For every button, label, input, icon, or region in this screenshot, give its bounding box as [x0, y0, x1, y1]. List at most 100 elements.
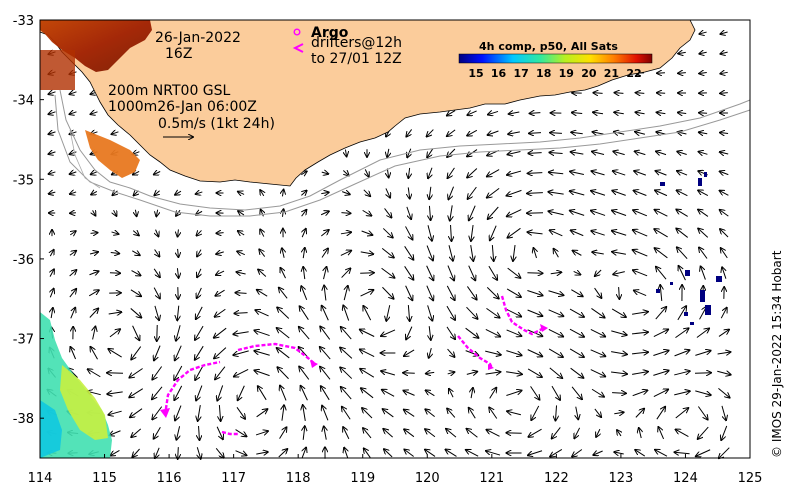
- y-axis-tick-label: -33: [13, 14, 34, 29]
- current-vector-arrow: [363, 306, 372, 321]
- current-vector-arrow: [341, 387, 352, 400]
- current-vector-arrow: [548, 211, 564, 215]
- current-vector-arrow: [154, 305, 159, 320]
- current-vector-arrow: [592, 152, 605, 155]
- current-vector-arrow: [506, 288, 521, 297]
- current-vector-arrow: [447, 129, 456, 136]
- current-vector-arrow: [216, 426, 223, 439]
- current-vector-arrow: [488, 265, 497, 280]
- current-vector-arrow: [197, 287, 202, 298]
- scale-label: 0.5m/s (1kt 24h): [158, 116, 275, 132]
- current-vector-arrow: [303, 405, 306, 421]
- current-vector-arrow: [655, 210, 668, 217]
- current-vector-arrow: [360, 369, 375, 378]
- current-vector-arrow: [447, 148, 456, 157]
- colorbar-tick-label: 15: [468, 67, 483, 80]
- current-vector-arrow: [721, 248, 728, 259]
- current-vector-arrow: [635, 409, 644, 418]
- current-vector-arrow: [632, 312, 648, 314]
- current-vector-arrow: [593, 93, 603, 94]
- current-vector-arrow: [255, 431, 268, 435]
- x-axis-tick-labels: 114 115 116 117 118 119 120 121 122 123 124 125: [28, 454, 762, 486]
- x-axis-tick-label: 116: [157, 471, 182, 486]
- current-vector-arrow: [699, 52, 707, 54]
- current-vector-arrow: [486, 287, 498, 298]
- current-vector-arrow: [569, 328, 584, 337]
- current-vector-arrow: [360, 349, 375, 357]
- current-vector-arrow: [426, 245, 433, 261]
- current-vector-arrow: [110, 430, 121, 436]
- current-vector-arrow: [467, 429, 478, 438]
- current-vector-arrow: [611, 308, 626, 317]
- current-vector-arrow: [720, 171, 729, 174]
- current-vector-arrow: [277, 308, 290, 319]
- current-vector-arrow: [382, 390, 395, 397]
- x-axis-tick-label: 124: [673, 471, 698, 486]
- current-vector-arrow: [446, 429, 457, 438]
- current-vector-arrow: [658, 427, 665, 440]
- current-vector-arrow: [340, 232, 351, 234]
- current-vector-arrow: [303, 248, 305, 259]
- current-vector-arrow: [548, 348, 563, 357]
- current-vector-arrow: [280, 268, 286, 279]
- current-vector-arrow: [635, 151, 646, 154]
- current-vector-arrow: [174, 365, 183, 380]
- current-vector-arrow: [50, 269, 54, 277]
- current-vector-arrow: [109, 329, 120, 338]
- sst-patch-southwest-yellow: [60, 365, 108, 440]
- current-vector-arrow: [468, 265, 476, 281]
- current-vector-arrow: [677, 171, 688, 175]
- current-vector-arrow: [199, 425, 200, 440]
- current-vector-arrow: [611, 330, 626, 335]
- current-vector-arrow: [469, 408, 476, 419]
- x-axis-tick-label: 115: [92, 471, 117, 486]
- current-vector-arrow: [322, 406, 329, 421]
- current-vector-arrow: [363, 428, 372, 439]
- current-vector-arrow: [633, 270, 648, 277]
- current-vector-arrow: [717, 371, 730, 374]
- current-vector-arrow: [107, 392, 123, 394]
- altimetry-line-1: 200m NRT00 GSL: [108, 83, 231, 99]
- current-vector-arrow: [720, 93, 728, 94]
- current-vector-arrow: [254, 370, 270, 377]
- current-vector-arrow: [507, 209, 522, 217]
- drifter-track-4: [500, 295, 545, 336]
- current-vector-arrow: [361, 231, 373, 235]
- current-vector-arrow: [282, 190, 283, 197]
- current-vector-arrow: [471, 245, 474, 261]
- current-vector-arrow: [548, 328, 563, 336]
- current-vector-arrow: [237, 251, 245, 254]
- current-vector-arrow: [653, 351, 668, 356]
- current-vector-arrow: [130, 289, 141, 296]
- current-vector-arrow: [614, 112, 624, 114]
- current-vector-arrow: [486, 451, 501, 456]
- current-vector-arrow: [343, 427, 350, 440]
- current-vector-arrow: [302, 229, 306, 238]
- current-vector-arrow: [698, 210, 709, 217]
- current-vector-arrow: [720, 308, 726, 319]
- current-vector-arrow: [425, 429, 436, 438]
- current-vector-arrow: [280, 386, 287, 401]
- current-vector-arrow: [277, 328, 290, 339]
- current-vector-arrow: [301, 286, 308, 300]
- current-vector-arrow: [345, 149, 346, 157]
- current-vector-arrow: [634, 190, 647, 196]
- current-vector-arrow: [233, 332, 249, 335]
- current-vector-arrow: [614, 452, 624, 454]
- coast-offshore-line: [69, 129, 101, 189]
- current-vector-arrow: [174, 385, 183, 400]
- current-vector-arrow: [381, 371, 396, 376]
- current-vector-arrow: [529, 133, 542, 134]
- current-vector-arrow: [340, 251, 351, 256]
- current-vector-arrow: [70, 152, 77, 154]
- current-vector-arrow: [238, 211, 245, 215]
- current-vector-arrow: [509, 112, 520, 114]
- current-vector-arrow: [633, 250, 648, 257]
- current-vector-arrow: [446, 285, 454, 300]
- current-vector-arrow: [130, 408, 143, 418]
- current-vector-arrow: [234, 368, 249, 376]
- isobath-200m: [59, 89, 751, 211]
- current-vector-arrow: [596, 428, 600, 437]
- current-vector-arrow: [344, 286, 348, 301]
